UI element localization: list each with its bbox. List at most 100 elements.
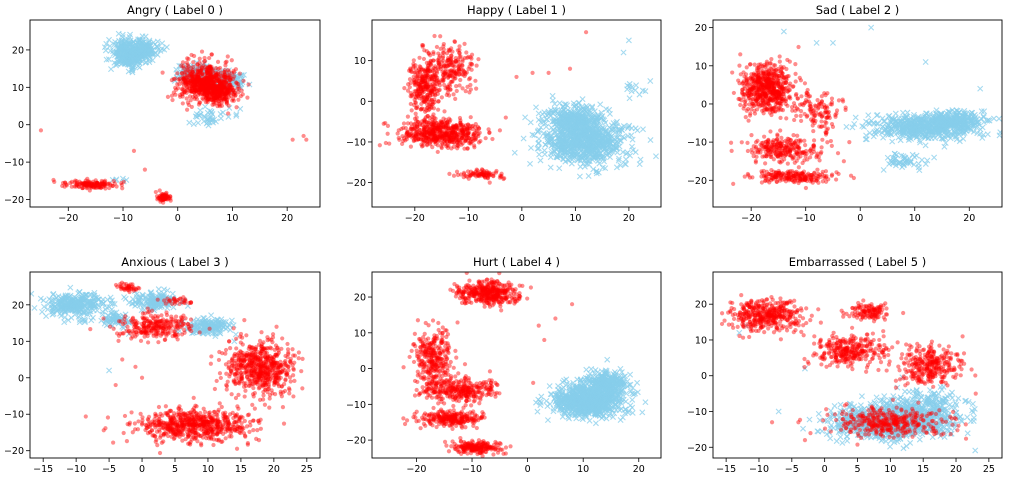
data-point xyxy=(416,132,421,137)
data-point xyxy=(456,144,461,149)
data-point xyxy=(430,99,435,105)
data-point xyxy=(442,109,447,114)
data-point xyxy=(441,44,446,49)
data-point xyxy=(220,73,225,78)
data-point xyxy=(445,120,450,125)
data-point xyxy=(463,72,468,77)
data-point xyxy=(444,133,449,138)
data-point xyxy=(450,49,455,54)
data-point xyxy=(428,74,433,79)
data-point xyxy=(237,105,244,112)
data-point xyxy=(431,135,436,140)
data-point xyxy=(184,60,189,65)
data-point xyxy=(205,65,210,70)
data-point xyxy=(455,132,460,137)
data-point xyxy=(199,84,204,89)
data-point xyxy=(413,111,418,116)
data-point xyxy=(119,31,126,38)
data-point xyxy=(161,196,166,201)
data-point xyxy=(928,117,935,124)
data-point xyxy=(72,180,77,185)
data-point xyxy=(408,126,414,131)
data-point xyxy=(450,129,456,134)
data-point xyxy=(980,131,987,138)
data-point xyxy=(224,78,229,83)
data-point xyxy=(401,125,406,131)
data-point xyxy=(443,124,449,129)
data-point xyxy=(417,70,423,75)
data-point xyxy=(437,134,443,140)
data-point xyxy=(764,78,769,84)
data-point xyxy=(419,67,425,72)
data-point xyxy=(424,74,429,80)
data-point xyxy=(449,71,454,76)
data-point xyxy=(205,85,211,90)
data-point xyxy=(203,75,209,80)
data-point xyxy=(439,60,444,65)
data-point xyxy=(535,110,542,117)
data-point xyxy=(569,126,576,133)
data-point xyxy=(419,135,424,140)
data-point xyxy=(203,90,208,95)
data-point xyxy=(766,84,772,89)
data-point xyxy=(424,84,429,90)
data-point xyxy=(88,183,93,189)
data-point xyxy=(85,185,90,190)
data-point xyxy=(428,88,434,94)
data-point xyxy=(408,94,413,99)
data-point xyxy=(182,89,187,95)
data-point xyxy=(418,91,423,96)
data-point xyxy=(589,145,596,152)
data-point xyxy=(167,194,173,199)
data-point xyxy=(184,81,190,86)
data-point xyxy=(956,123,963,130)
data-point xyxy=(194,88,199,94)
data-point xyxy=(594,125,601,132)
data-point xyxy=(425,73,430,78)
data-point xyxy=(235,82,242,89)
data-point xyxy=(168,196,173,201)
data-point xyxy=(424,102,430,107)
data-point xyxy=(413,133,419,138)
data-point xyxy=(209,88,215,94)
data-point xyxy=(174,87,179,92)
data-point xyxy=(101,182,107,187)
data-point xyxy=(427,97,432,102)
data-point xyxy=(411,65,416,70)
data-point xyxy=(181,83,187,89)
data-point xyxy=(199,83,204,88)
data-point xyxy=(412,97,417,102)
data-point xyxy=(793,71,798,76)
data-point xyxy=(223,96,228,101)
data-point xyxy=(208,70,213,75)
data-point xyxy=(103,178,108,183)
data-point xyxy=(432,119,437,124)
data-point xyxy=(229,84,234,89)
data-point xyxy=(219,83,224,88)
data-point xyxy=(437,62,442,67)
data-point xyxy=(165,194,170,199)
data-point xyxy=(769,71,774,76)
data-point xyxy=(778,83,783,88)
data-point xyxy=(455,64,461,69)
data-point xyxy=(415,76,420,81)
data-point xyxy=(432,131,437,136)
data-point xyxy=(195,62,200,67)
data-point xyxy=(431,135,436,140)
data-point xyxy=(747,62,753,67)
data-point xyxy=(204,81,209,87)
data-point xyxy=(445,139,450,144)
data-point xyxy=(158,196,163,201)
data-point xyxy=(111,178,116,184)
data-point xyxy=(421,94,426,100)
data-point xyxy=(430,102,435,107)
data-point xyxy=(200,71,205,76)
data-point xyxy=(183,79,188,84)
data-point xyxy=(211,84,216,89)
data-point xyxy=(452,129,457,135)
data-point xyxy=(547,135,554,142)
data-point xyxy=(419,101,424,107)
data-point xyxy=(200,87,205,93)
data-point xyxy=(224,59,229,64)
data-point xyxy=(460,123,465,128)
